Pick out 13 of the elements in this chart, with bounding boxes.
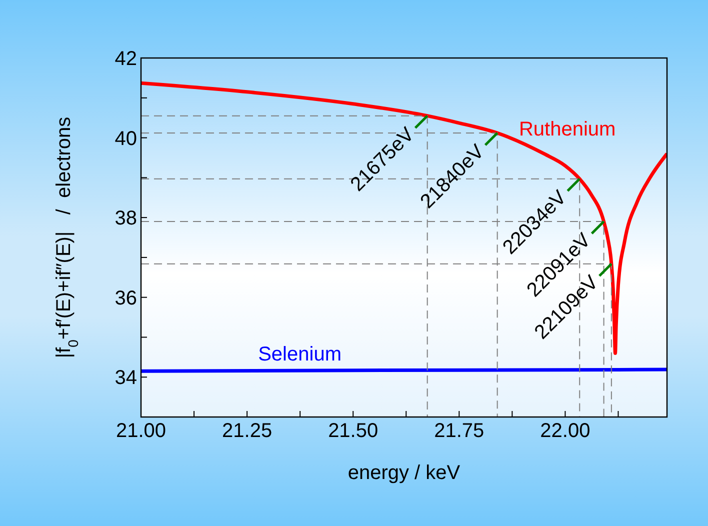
x-tick-label: 21.25 [222, 420, 272, 442]
series-label: Ruthenium [518, 118, 616, 141]
x-tick-label: 21.00 [116, 420, 166, 442]
y-tick-label: 42 [114, 48, 137, 70]
x-tick-label: 21.50 [328, 420, 378, 442]
y-tick-label: 40 [114, 128, 137, 150]
series-label: Selenium [258, 343, 342, 366]
y-tick-label: 38 [114, 208, 137, 230]
x-tick-label: 22.00 [540, 420, 590, 442]
x-tick-label: 21.75 [434, 420, 484, 442]
x-axis-title: energy / keV [348, 462, 461, 484]
y-tick-label: 36 [114, 287, 137, 310]
y-tick-label: 34 [114, 367, 137, 390]
